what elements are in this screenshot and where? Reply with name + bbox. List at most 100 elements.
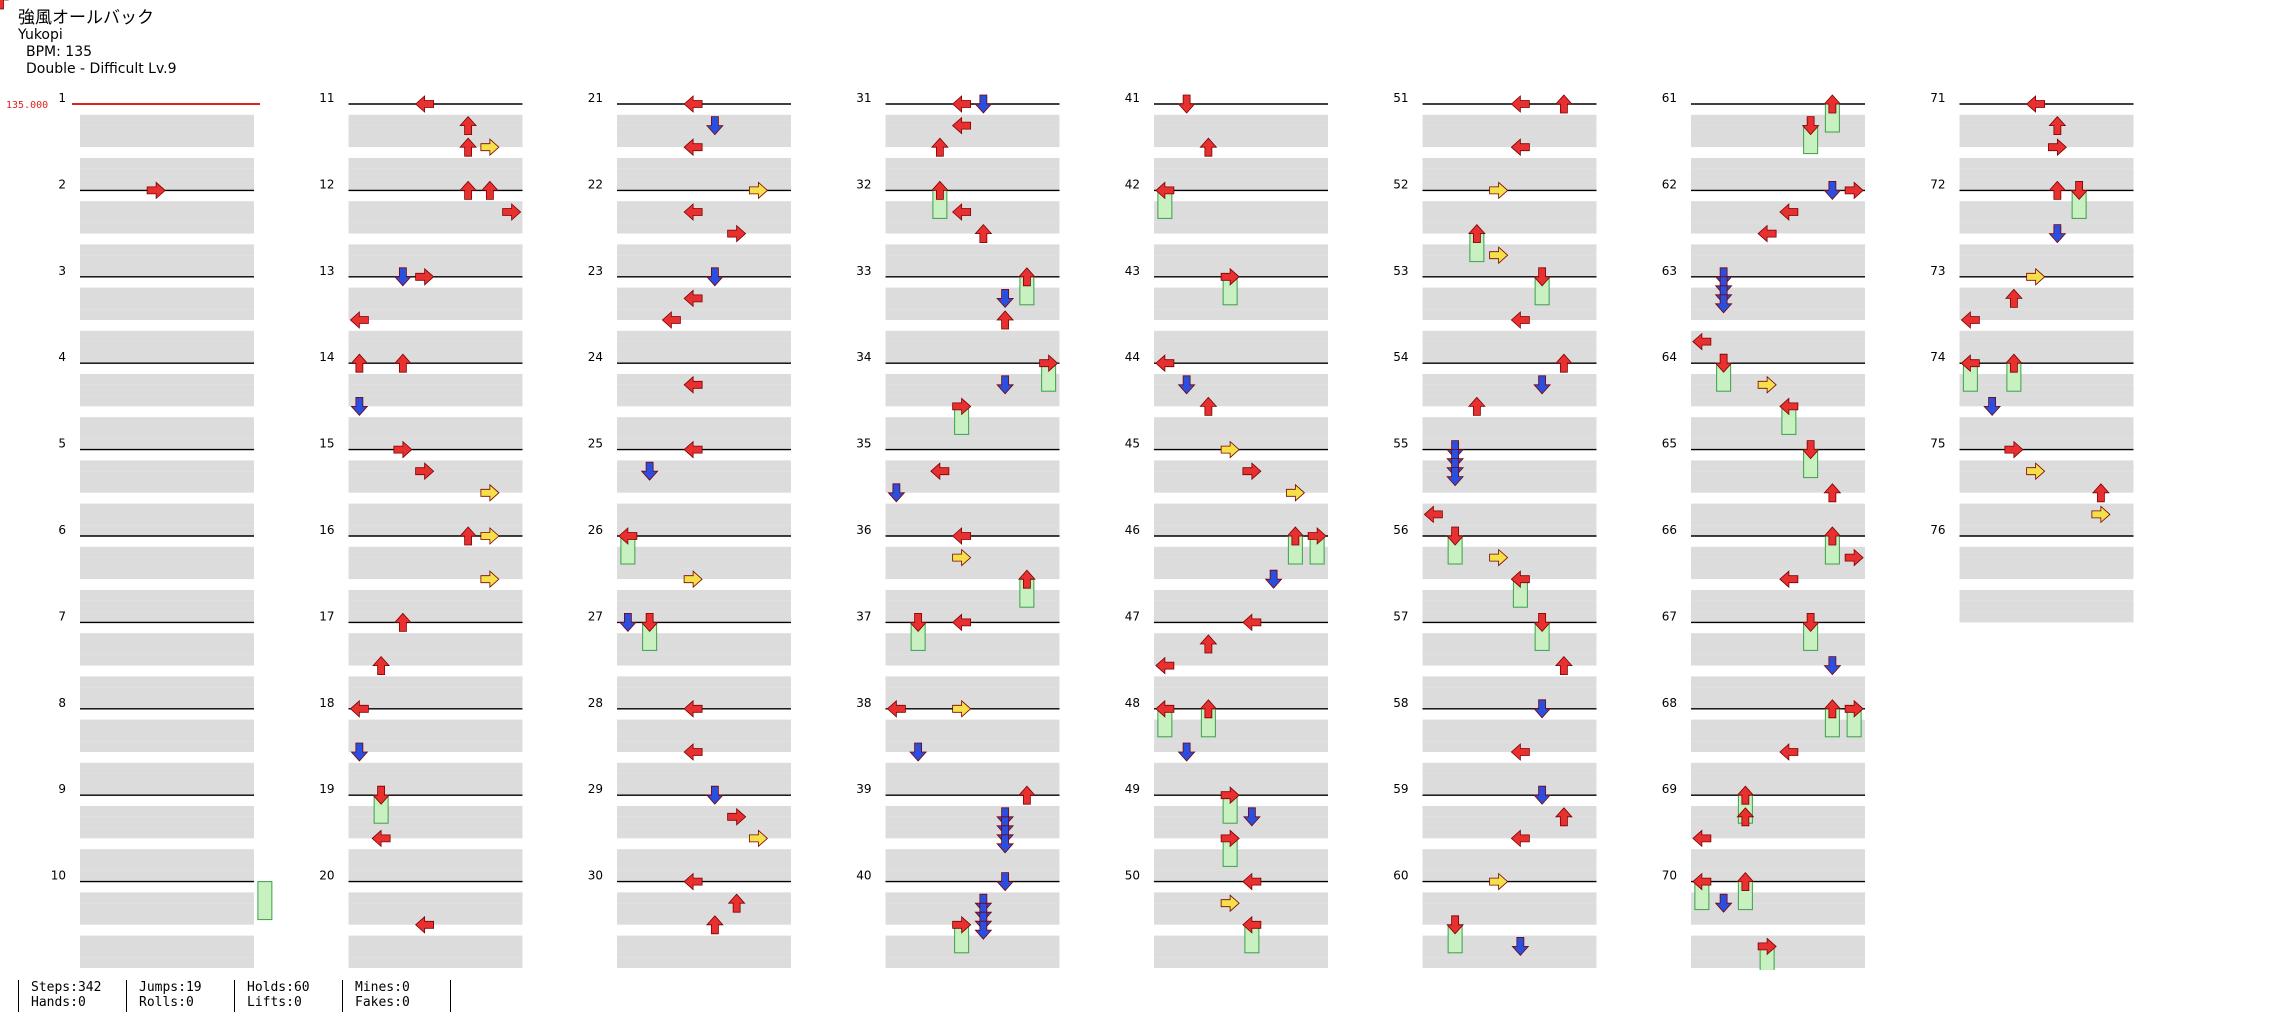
measure-number: 22	[588, 177, 603, 191]
step-chart: 1234567891011121314151617181920212223242…	[0, 0, 2134, 970]
measure-number: 4	[58, 350, 66, 364]
beat-band	[885, 611, 1060, 623]
beat-band	[80, 320, 254, 331]
step-arrow	[1779, 743, 1799, 761]
beat-band	[80, 244, 254, 256]
step-arrow	[683, 570, 703, 589]
measure-number: 30	[588, 869, 603, 883]
measure-number: 32	[856, 177, 871, 191]
beat-band	[1154, 557, 1328, 569]
beat-band	[1154, 266, 1328, 277]
beat-band	[617, 741, 791, 752]
beat-band	[1691, 179, 1865, 191]
beat-band	[1154, 816, 1328, 828]
beat-band	[80, 654, 254, 666]
beat-band	[348, 158, 523, 169]
beat-band	[348, 374, 523, 385]
step-arrow	[393, 612, 412, 632]
measure-number: 43	[1125, 264, 1140, 278]
beat-band	[348, 946, 523, 958]
beat-band	[80, 773, 254, 785]
beat-band	[80, 806, 254, 817]
beat-band	[80, 730, 254, 742]
step-arrow	[480, 138, 500, 157]
beat-band	[1154, 136, 1328, 148]
beat-band	[1691, 860, 1865, 871]
beat-band	[617, 935, 791, 947]
beat-band	[348, 914, 523, 925]
beat-band	[1422, 752, 1597, 763]
step-arrow	[683, 95, 703, 113]
measure-number: 29	[588, 782, 603, 796]
measure-number: 47	[1125, 609, 1140, 623]
beat-band	[1691, 611, 1865, 623]
step-arrow	[952, 548, 972, 567]
measure-number: 15	[319, 437, 334, 451]
beat-band	[1422, 136, 1597, 148]
beat-band	[885, 903, 1060, 914]
step-arrow	[2048, 224, 2067, 244]
beat-band	[1154, 687, 1328, 698]
beat-band	[1154, 730, 1328, 742]
beat-band	[885, 136, 1060, 148]
beat-band	[348, 957, 523, 968]
beat-band	[348, 125, 523, 137]
beat-band	[885, 460, 1060, 472]
freeze-head-arrow	[1446, 526, 1465, 546]
beat-band	[1422, 168, 1597, 180]
beat-band	[1422, 633, 1597, 644]
beat-band	[1154, 784, 1328, 796]
beat-band	[1691, 827, 1865, 839]
beat-band	[617, 525, 791, 536]
beat-band	[1154, 654, 1328, 666]
measure-number: 59	[1393, 782, 1408, 796]
step-arrow	[2091, 483, 2110, 503]
freeze-head-arrow	[2004, 353, 2023, 373]
beat-band	[617, 536, 791, 547]
beat-band	[1959, 384, 2134, 396]
beat-band	[348, 298, 523, 310]
step-arrow	[1510, 95, 1530, 113]
beat-band	[1691, 374, 1865, 385]
beat-band	[80, 687, 254, 698]
beat-band	[1154, 935, 1328, 947]
beat-band	[348, 860, 523, 871]
freeze-head-arrow	[1823, 94, 1842, 114]
beat-band	[1691, 460, 1865, 472]
beat-band	[80, 644, 254, 655]
beat-band	[1422, 125, 1597, 137]
step-arrow	[350, 353, 369, 373]
beat-band	[1422, 222, 1597, 234]
beat-band	[80, 611, 254, 623]
beat-band	[617, 795, 791, 806]
stats-group-jumps: Jumps:19 Rolls:0	[126, 980, 202, 1012]
step-arrow	[727, 893, 746, 913]
step-arrow	[640, 461, 659, 481]
beat-band	[1691, 568, 1865, 580]
beat-band	[1691, 935, 1865, 947]
beat-band	[617, 352, 791, 364]
measure-number: 42	[1125, 177, 1140, 191]
beat-band	[617, 114, 791, 126]
beat-band	[1154, 114, 1328, 126]
stat-hands: Hands:0	[31, 995, 86, 1010]
beat-band	[1422, 352, 1597, 364]
beat-band	[80, 795, 254, 806]
measure-number: 65	[1662, 437, 1677, 451]
beat-band	[80, 201, 254, 212]
beat-band	[1154, 417, 1328, 428]
beat-band	[1422, 428, 1597, 439]
step-arrow	[909, 742, 928, 762]
step-arrow	[1844, 548, 1864, 567]
step-arrow	[930, 137, 949, 157]
beat-band	[1422, 762, 1597, 774]
beat-band	[1422, 860, 1597, 871]
beat-band	[1154, 287, 1328, 299]
beat-band	[1691, 590, 1865, 601]
beat-band	[617, 460, 791, 472]
beat-band	[1154, 147, 1328, 158]
measure-number: 60	[1393, 869, 1408, 883]
beat-band	[80, 460, 254, 472]
step-arrow	[393, 440, 413, 459]
step-arrow	[1779, 203, 1799, 221]
